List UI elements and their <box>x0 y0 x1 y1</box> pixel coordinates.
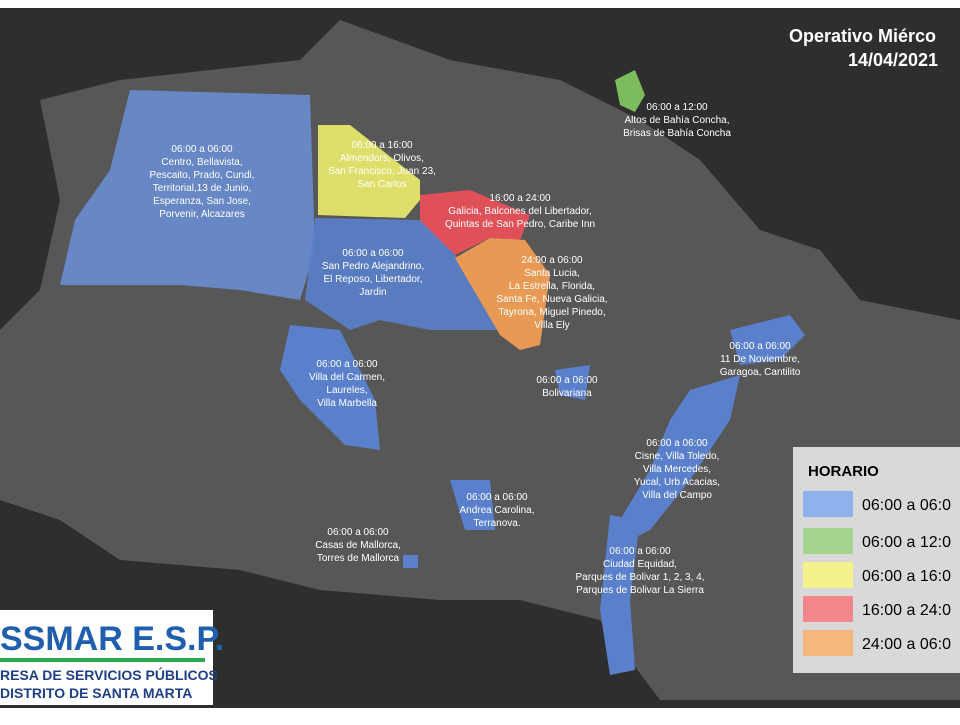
legend-swatch <box>803 562 853 588</box>
zone-area <box>615 70 645 112</box>
zone-neighborhoods: Villa Mercedes, <box>643 464 711 475</box>
zone-neighborhoods: Pescaito, Prado, Cundi, <box>149 170 254 181</box>
logo-line: RESA DE SERVICIOS PÚBLICOS <box>0 666 218 683</box>
zone-neighborhoods: El Reposo, Libertador, <box>324 274 423 285</box>
zone-neighborhoods: Villa del Carmen, <box>309 372 385 383</box>
zone-neighborhoods: Galicia, Balcones del Libertador, <box>448 206 591 217</box>
zone-neighborhoods: Jardin <box>359 287 386 298</box>
zone-area <box>600 515 640 675</box>
zone-neighborhoods: Centro, Bellavista, <box>161 157 242 168</box>
zone-neighborhoods: Ciudad Equidad, <box>603 559 677 570</box>
zone-time: 24:00 a 06:00 <box>521 255 583 266</box>
zone-time: 06:00 a 06:00 <box>729 341 791 352</box>
zone-neighborhoods: Bolivariana <box>542 388 592 399</box>
zone-area <box>403 555 418 568</box>
zone-neighborhoods: Almendors, Olivos, <box>340 153 424 164</box>
legend-label: 06:00 a 06:0 <box>862 497 951 514</box>
legend-label: 16:00 a 24:0 <box>862 602 951 619</box>
zone-neighborhoods: Quintas de San Pedro, Caribe Inn <box>445 219 595 230</box>
zone-neighborhoods: Brisas de Bahía Concha <box>623 128 731 139</box>
zone-neighborhoods: San Pedro Alejandrino, <box>322 261 424 272</box>
zone-area <box>318 125 420 218</box>
legend-swatch <box>803 528 853 554</box>
zone-neighborhoods: Territorial,13 de Junio, <box>153 183 251 194</box>
zone-time: 06:00 a 06:00 <box>171 144 233 155</box>
logo-line: DISTRITO DE SANTA MARTA <box>0 685 192 701</box>
legend-label: 06:00 a 16:0 <box>862 568 951 585</box>
zone-area <box>60 90 315 300</box>
map-title: Operativo Miérco <box>789 26 936 46</box>
zone-neighborhoods: Villa Marbella <box>317 398 377 409</box>
zone-neighborhoods: Esperanza, San Jose, <box>153 196 251 207</box>
legend-swatch <box>803 630 853 656</box>
zone-time: 06:00 a 06:00 <box>609 546 671 557</box>
legend-items: 06:00 a 06:0 06:00 a 12:0 06:00 a 16:0 16:0… <box>803 491 951 656</box>
zone-time: 06:00 a 16:00 <box>351 140 413 151</box>
zone-neighborhoods: Santa Fe, Nueva Galicia, <box>496 294 607 305</box>
logo-stripe <box>0 658 205 662</box>
zone-time: 16:00 a 24:00 <box>489 193 551 204</box>
zone-neighborhoods: Cisne, Villa Toledo, <box>635 451 720 462</box>
zone-time: 06:00 a 06:00 <box>536 375 598 386</box>
zone-neighborhoods: Tayrona, Miguel Pinedo, <box>498 307 605 318</box>
zone-area <box>450 480 495 530</box>
legend-swatch <box>803 491 853 517</box>
logo-box <box>0 610 213 705</box>
zone-time: 06:00 a 06:00 <box>646 438 708 449</box>
zone-area <box>455 238 550 350</box>
zone-area <box>730 315 805 365</box>
zone-neighborhoods: Altos de Bahía Concha, <box>624 115 729 126</box>
zone-neighborhoods: Parques de Bolivar La Sierra <box>576 585 704 596</box>
legend-label: 06:00 a 12:0 <box>862 534 951 551</box>
zone-labels: 06:00 a 06:00 Centro, Bellavista, Pescaito… <box>149 102 800 596</box>
zone-neighborhoods: Garagoa, Cantilito <box>720 367 801 378</box>
zone-neighborhoods: Villa del Campo <box>642 490 712 501</box>
zone-time: 06:00 a 06:00 <box>316 359 378 370</box>
zone-neighborhoods: Andrea Carolina, <box>459 505 534 516</box>
logo-name: SSMAR E.S.P. <box>0 620 224 658</box>
map-date: 14/04/2021 <box>848 50 938 70</box>
zone-time: 06:00 a 06:00 <box>466 492 528 503</box>
zone-area <box>555 365 590 400</box>
legend-title: HORARIO <box>808 463 879 480</box>
zone-neighborhoods: 11 De Noviembre, <box>720 354 800 365</box>
zone-neighborhoods: Villa Ely <box>534 320 569 331</box>
zone-area <box>305 218 500 330</box>
legend-label: 24:00 a 06:0 <box>862 636 951 653</box>
zone-neighborhoods: Terranova. <box>473 518 520 529</box>
zone-time: 06:00 a 12:00 <box>646 102 708 113</box>
zone-neighborhoods: La Estrella, Florida, <box>509 281 595 292</box>
zone-neighborhoods: Yucal, Urb Acacias, <box>634 477 720 488</box>
zone-neighborhoods: San Francisco, Juan 23, <box>328 166 436 177</box>
zone-neighborhoods: Casas de Mallorca, <box>315 540 401 551</box>
zone-neighborhoods: Laureles, <box>326 385 367 396</box>
zone-time: 06:00 a 06:00 <box>342 248 404 259</box>
zone-neighborhoods: San Carlos <box>357 179 406 190</box>
legend-swatch <box>803 596 853 622</box>
zone-neighborhoods: Torres de Mallorca <box>317 553 400 564</box>
zone-area <box>620 375 740 540</box>
zone-neighborhoods: Parques de Bolivar 1, 2, 3, 4, <box>576 572 705 583</box>
zone-time: 06:00 a 06:00 <box>327 527 389 538</box>
zone-area <box>280 325 380 450</box>
zone-neighborhoods: Santa Lucia, <box>524 268 580 279</box>
zone-neighborhoods: Porvenir, Alcazares <box>159 209 245 220</box>
